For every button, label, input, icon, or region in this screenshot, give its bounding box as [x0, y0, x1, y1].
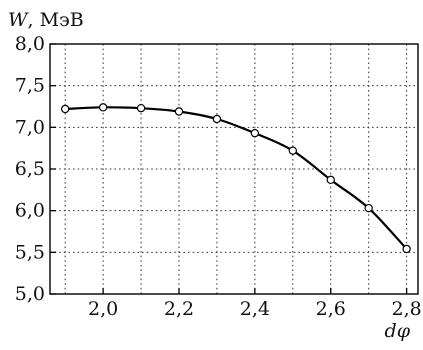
series-line [65, 106, 408, 250]
grid [50, 44, 418, 294]
x-tick-label: 2,2 [164, 298, 194, 320]
y-tick-label: 6,0 [15, 200, 45, 222]
data-point [326, 175, 335, 185]
y-tick-label: 6,5 [15, 158, 45, 180]
y-tick-label: 5,5 [15, 241, 45, 263]
series-layer [60, 103, 411, 254]
x-tick-label: 2,8 [392, 298, 422, 320]
y-tick-label: 7,0 [15, 116, 45, 138]
y-tick-label: 7,5 [15, 75, 45, 97]
data-point [98, 103, 108, 112]
data-point [136, 103, 146, 113]
y-axis-label: W, МэВ [8, 9, 84, 31]
data-point [212, 114, 222, 124]
x-tick-label: 2,0 [88, 298, 118, 320]
data-point [250, 128, 260, 138]
y-tick-label: 5,0 [15, 283, 45, 305]
data-point [174, 107, 184, 116]
x-axis-label: dφ [385, 320, 411, 342]
data-point [60, 104, 70, 114]
ticks: 5,0 5,5 6,0 6,5 7,0 7,5 8,0 2,0 2,2 2,4 2,6 2,8 [15, 33, 422, 320]
x-tick-label: 2,6 [316, 298, 346, 320]
y-axis-variable: W [8, 9, 29, 31]
data-point [288, 146, 298, 155]
y-axis-unit: , МэВ [28, 9, 84, 31]
x-tick-label: 2,4 [240, 298, 270, 320]
data-point [364, 203, 373, 213]
y-tick-label: 8,0 [15, 33, 45, 55]
data-point [402, 244, 411, 254]
